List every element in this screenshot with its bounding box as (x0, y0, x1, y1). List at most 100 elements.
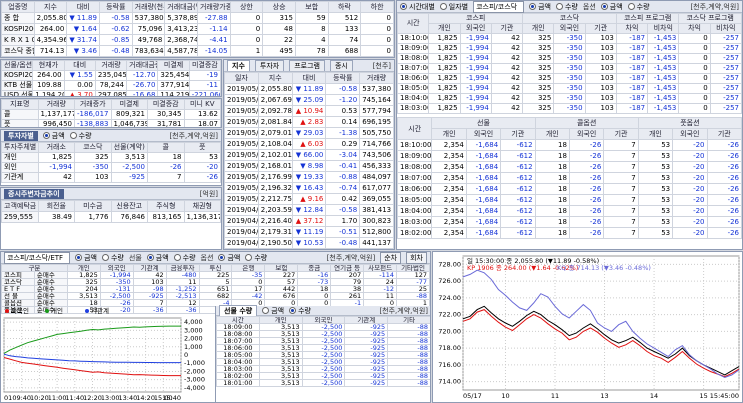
button[interactable]: 회차 (406, 252, 427, 264)
cell: -187 (615, 93, 649, 104)
x-tick-label: 10:20 (30, 394, 49, 402)
column-header: 상한 (229, 1, 264, 13)
dropdown[interactable]: 코스피/코스닥/ETF (4, 252, 71, 264)
cell: -925 (132, 292, 167, 300)
legend-label: 일 15:30:00 종 2,055.80 (▼11.89 -0.58%) (467, 256, 599, 265)
cell: -350 (74, 162, 112, 173)
button[interactable]: 순차 (380, 252, 402, 264)
cell: -20 (672, 194, 708, 206)
cell: 25 (396, 285, 430, 293)
cell: -925 (110, 172, 148, 183)
cell: -612 (500, 150, 536, 162)
cell: 76,846 (110, 211, 148, 223)
radio[interactable]: 금액 (529, 2, 551, 12)
tab[interactable]: 프로그램 (289, 60, 325, 71)
cell: 103 (132, 278, 167, 286)
unit: [억원] (199, 189, 218, 198)
cell: 2,081.84 (257, 116, 293, 128)
cell: -2,513 (165, 292, 200, 300)
radio[interactable]: 금액 (218, 253, 240, 263)
data-table: 고객예탁금 회전율 미수금 신용잔고 주식형 채권형 259,555 38.49 1,776 76… (1, 200, 221, 223)
column-header: 채권형 (183, 200, 221, 212)
radio[interactable]: 금액 (601, 2, 623, 12)
column-header: 외국인 (568, 128, 605, 140)
header-row: 개인 외국인 기관 개인 외국인 기관 차익 비차익 차익 비차익 (398, 23, 742, 34)
table-row: 18:05:00 2,354 -1,684 -612 18 -26 7 53 -20 -26 (397, 194, 742, 206)
cell: 4,587,780 (164, 45, 198, 57)
cell: 809,321 (110, 109, 148, 120)
cell: 1,825 (428, 53, 461, 64)
cell: ▼ 11.89 (66, 12, 100, 24)
series-line (462, 269, 740, 378)
cell: 2,354 (431, 183, 467, 195)
table-host: 시간 개인 외국인 기관계 기타 18:09:00 3,513 -2,500 -925 -88 18… (216, 316, 430, 387)
cell: ▼ 3.46 (66, 45, 100, 57)
column-header: 사모펀드 (363, 264, 398, 272)
radio[interactable]: 금액 (147, 253, 169, 263)
cell: 381,413 (359, 204, 394, 216)
cell: -1,252 (165, 285, 200, 293)
radio[interactable]: 수량 (70, 131, 92, 141)
radio[interactable]: 수량 (174, 253, 196, 263)
cell: -0.48 (325, 237, 361, 249)
radio[interactable]: 수량 (556, 2, 578, 12)
table-host: 고객예탁금 회전율 미수금 신용잔고 주식형 채권형 259,555 38.49 1,776 76… (1, 200, 221, 223)
legend-label: 외국인 (11, 306, 29, 315)
radio[interactable]: 수량 (289, 306, 311, 316)
x-tick-label: 11:40 (65, 394, 84, 402)
cell: -2,500 (301, 372, 346, 380)
control-bar: 시간대별 일자별 코스피/코스닥 금액 수량 옵션 금액 수량 [천주,계약,억… (397, 1, 742, 13)
series-line (3, 325, 181, 354)
cell: 38.49 (37, 211, 75, 223)
x-tick-label: 14:20 (136, 394, 155, 402)
group-header: 콜옵션 (534, 117, 639, 129)
radio[interactable]: 금액 (262, 306, 284, 316)
cell: -2,500 (301, 337, 346, 345)
tab[interactable]: 지수 (227, 60, 250, 71)
table-row: 18:10:00 2,354 -1,684 -612 18 -26 7 53 -20 -26 (397, 139, 742, 151)
radio[interactable]: 시간대별 (400, 2, 435, 12)
radio[interactable]: 수량 (628, 2, 650, 12)
cell: -88 (387, 337, 430, 345)
tab[interactable]: 종시 (329, 60, 353, 71)
dropdown[interactable]: 코스피/코스닥 (473, 1, 525, 13)
cell: 2,067.69 (257, 94, 293, 106)
cell: 2,176.99 (257, 171, 293, 183)
column-header: 풋 (183, 142, 221, 153)
cell: 18:09:00 (397, 150, 433, 162)
radio[interactable]: 일자별 (440, 2, 468, 12)
column-header: 기타 (387, 316, 430, 324)
group-header: 선물 (431, 117, 536, 129)
tab[interactable]: 선물 수량 (219, 305, 258, 316)
cell: 75,096 (131, 23, 166, 35)
cell: -2,500 (301, 323, 346, 331)
cell: -42 (231, 292, 266, 300)
cell: 0.42 (325, 193, 361, 205)
radio[interactable]: 수량 (102, 253, 124, 263)
cell: -26 (568, 183, 605, 195)
y-tick-label: 2,000 (184, 335, 203, 343)
column-header: 기관 (584, 23, 617, 34)
cell: 441,137 (359, 237, 394, 249)
cell: -257 (709, 43, 742, 54)
radio[interactable]: 금액 (75, 253, 97, 263)
tab[interactable]: 투자자 (254, 60, 285, 71)
radio[interactable]: 금액 (43, 131, 65, 141)
header-row: 시간 코스피 코스닥 코스피 프로그램 코스닥 프로그램 (397, 13, 742, 34)
x-tick-label: 14 (650, 392, 658, 400)
cell: -88 (387, 358, 430, 366)
radio[interactable]: 수량 (245, 253, 267, 263)
cell: 2019/04/30 (224, 204, 259, 216)
cell: 48 (262, 23, 296, 35)
cell: -612 (500, 139, 536, 151)
cell: 325 (522, 83, 555, 94)
cell: -20 (672, 161, 708, 173)
cell: 22 (262, 34, 296, 46)
table-row: 기관계 42 103 -925 7 -26 (1, 172, 221, 183)
cell: -187 (615, 103, 649, 114)
cell: 0 (678, 73, 711, 84)
column-header: 거래대금증 (126, 60, 159, 71)
